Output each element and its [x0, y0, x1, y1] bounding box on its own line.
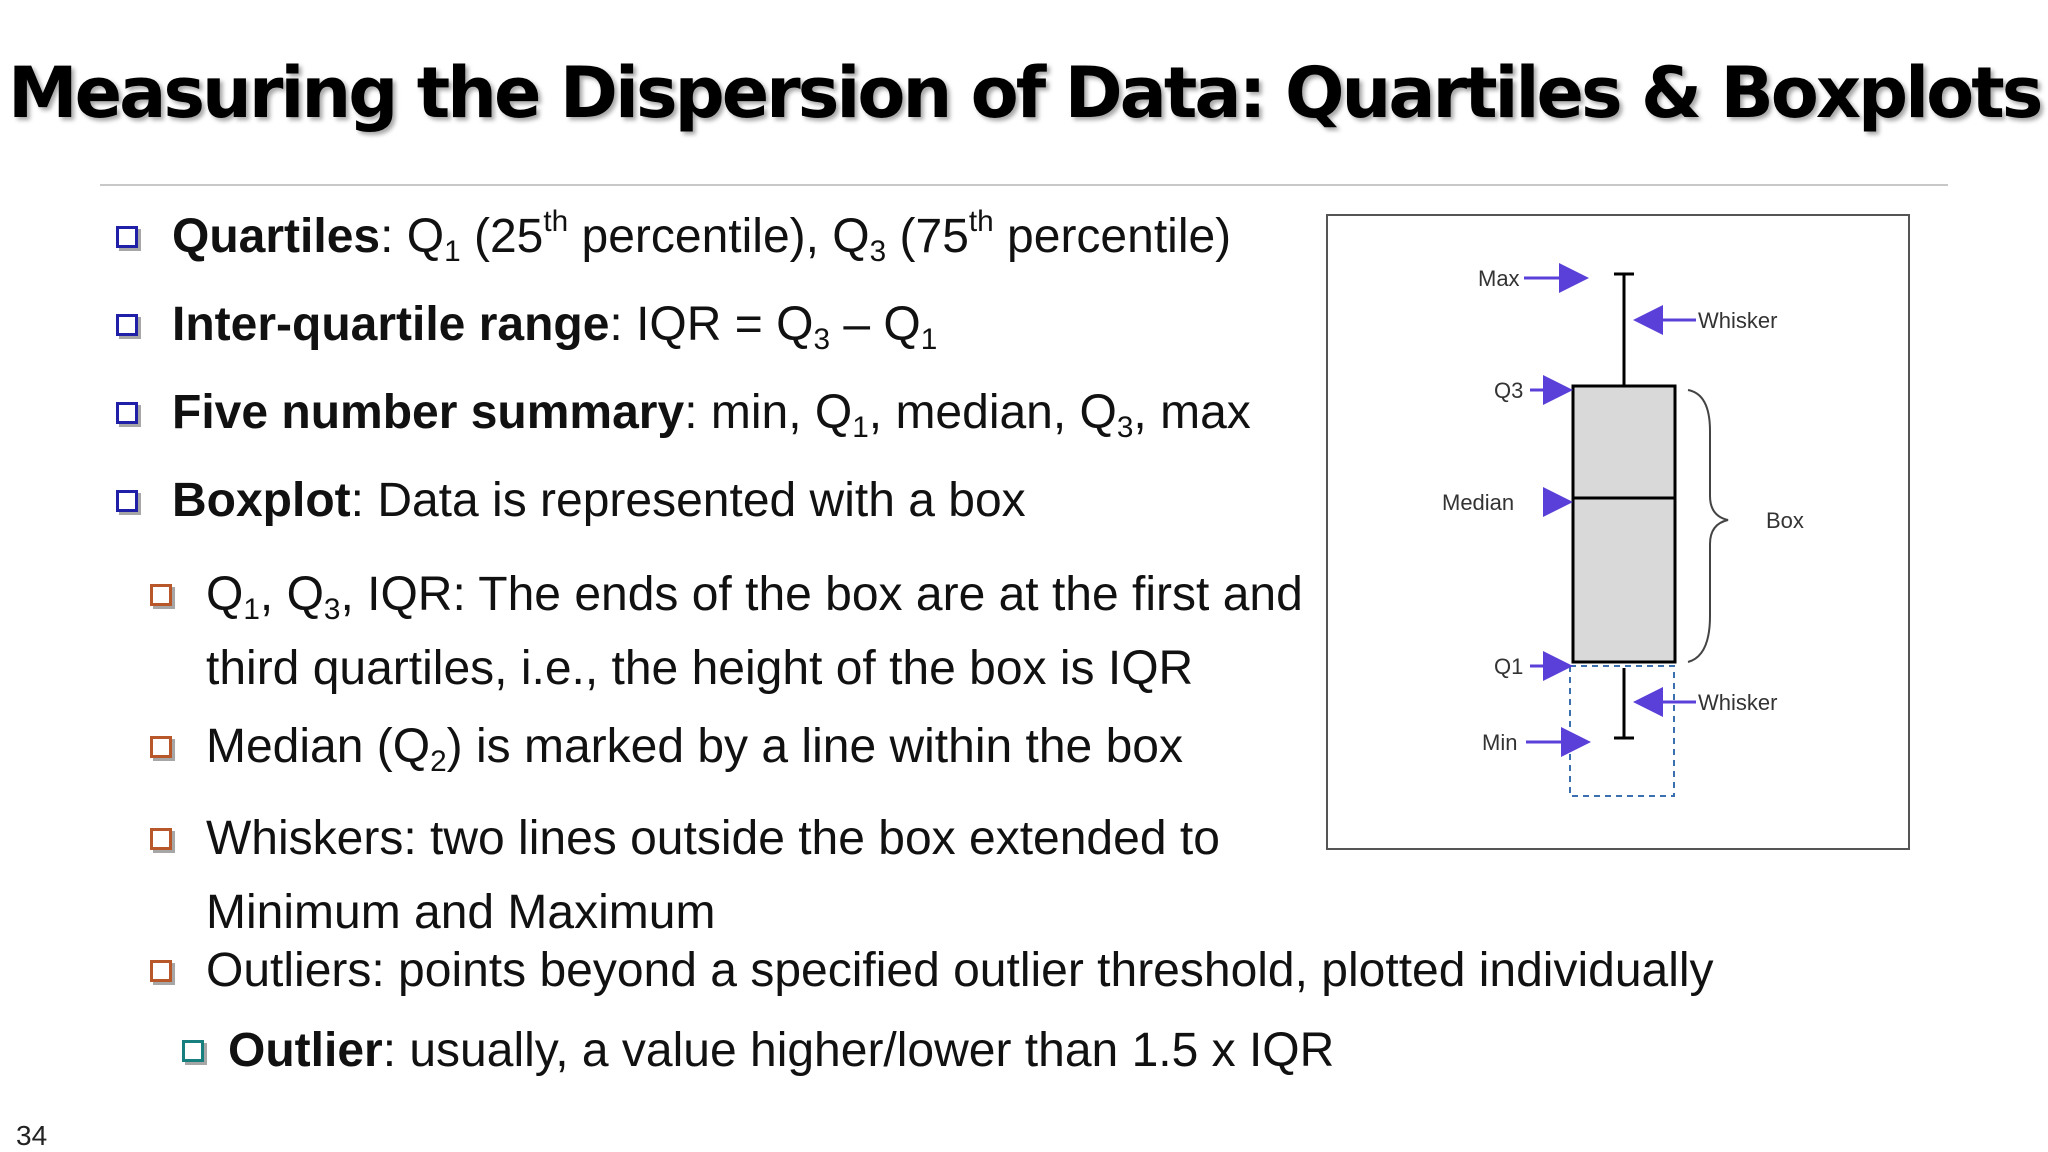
iqr-box [1571, 384, 1677, 664]
bullet-square-icon [116, 314, 138, 336]
label-median: Median [1442, 490, 1514, 515]
boxplot-diagram: Max Q3 Median Q1 Min Whisker Whisker Box [1326, 214, 1910, 850]
label-whisker-top: Whisker [1698, 308, 1777, 333]
bullet-box-ends-text: Q1, Q3, IQR: The ends of the box are at … [206, 568, 1303, 626]
bullet-outliers-text: Outliers: points beyond a specified outl… [206, 944, 1714, 997]
bullet-boxplot-text: Boxplot: Data is represented with a box [172, 474, 1026, 527]
bullet-square-icon [150, 960, 172, 982]
label-min: Min [1482, 730, 1517, 755]
outlier-region [1569, 665, 1675, 797]
bullet-square-icon [182, 1040, 204, 1062]
bullet-square-icon [116, 402, 138, 424]
bullet-square-icon [116, 490, 138, 512]
bullet-quartiles-text: Quartiles: Q1 (25th percentile), Q3 (75t… [172, 205, 1232, 268]
bullet-iqr-text: Inter-quartile range: IQR = Q3 – Q1 [172, 298, 938, 356]
bullet-square-icon [116, 226, 138, 248]
bullet-five-number-text: Five number summary: min, Q1, median, Q3… [172, 386, 1251, 444]
bullet-outlier-definition-text: Outlier: usually, a value higher/lower t… [228, 1024, 1335, 1077]
label-q1: Q1 [1494, 654, 1523, 679]
bullet-whiskers-line2: Minimum and Maximum [206, 886, 716, 939]
label-whisker-bottom: Whisker [1698, 690, 1777, 715]
bullet-median-text: Median (Q2) is marked by a line within t… [206, 720, 1183, 778]
boxplot-diagram-svg: Max Q3 Median Q1 Min Whisker Whisker Box [1442, 263, 1804, 797]
page-number: 34 [16, 1120, 48, 1151]
bullet-whiskers-text: Whiskers: two lines outside the box exte… [206, 812, 1220, 865]
box-brace [1687, 389, 1729, 663]
bullet-box-ends-line2: third quartiles, i.e., the height of the… [206, 642, 1194, 695]
label-box: Box [1766, 508, 1804, 533]
slide-title: Measuring the Dispersion of Data: Quarti… [8, 52, 2043, 134]
bullet-square-icon [150, 736, 172, 758]
bullet-square-icon [150, 828, 172, 850]
label-max: Max [1478, 266, 1520, 291]
bullet-square-icon [150, 584, 172, 606]
label-q3: Q3 [1494, 378, 1523, 403]
title-divider [100, 184, 1948, 186]
